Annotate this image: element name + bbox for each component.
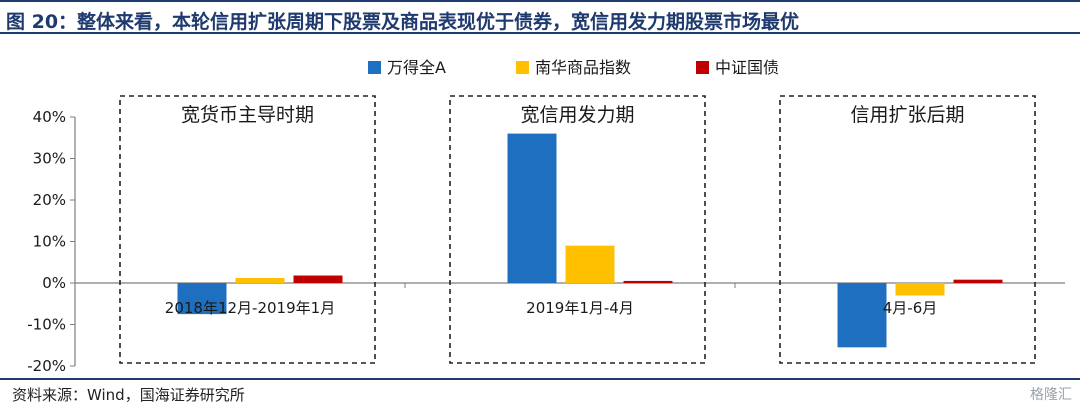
source-divider bbox=[0, 378, 1080, 380]
bar bbox=[953, 279, 1003, 283]
bar bbox=[235, 278, 285, 283]
bar bbox=[293, 275, 343, 283]
watermark-logo: 格隆汇 bbox=[1030, 387, 1072, 403]
y-tick-label: 10% bbox=[33, 233, 66, 251]
bar bbox=[507, 133, 557, 283]
bar bbox=[895, 283, 945, 296]
x-category-label: 2018年12月-2019年1月 bbox=[165, 299, 335, 317]
legend-label: 南华商品指数 bbox=[535, 58, 631, 77]
bar-chart: 40% 30% 20% 10% 0% -10% -20% 宽货币主导时期 宽信用发力期 信用扩张后… bbox=[27, 58, 1065, 375]
period-label: 宽货币主导时期 bbox=[181, 104, 314, 126]
y-tick-label: -10% bbox=[27, 316, 66, 334]
period-label: 宽信用发力期 bbox=[520, 104, 634, 126]
title-bar: 图 20：整体来看，本轮信用扩张周期下股票及商品表现优于债券，宽信用发力期股票市… bbox=[0, 0, 1080, 34]
bar bbox=[837, 283, 887, 348]
bar bbox=[623, 280, 673, 283]
x-category-label: 2019年1月-4月 bbox=[526, 299, 634, 317]
y-tick-label: -20% bbox=[27, 357, 66, 375]
period-label: 信用扩张后期 bbox=[850, 104, 964, 126]
bar bbox=[565, 245, 615, 283]
legend-label: 万得全A bbox=[387, 58, 446, 77]
x-category-label: 4月-6月 bbox=[883, 299, 938, 317]
figure-title: 图 20：整体来看，本轮信用扩张周期下股票及商品表现优于债券，宽信用发力期股票市… bbox=[6, 11, 800, 33]
legend-swatch bbox=[516, 61, 529, 74]
period-box bbox=[449, 95, 706, 364]
period-box bbox=[119, 95, 376, 364]
y-tick-label: 0% bbox=[42, 274, 66, 292]
bar bbox=[177, 283, 227, 315]
source-note: 资料来源：Wind，国海证券研究所 bbox=[12, 386, 245, 404]
legend-swatch bbox=[696, 61, 709, 74]
y-tick-label: 40% bbox=[33, 108, 66, 126]
y-tick-label: 30% bbox=[33, 150, 66, 168]
y-tick-label: 20% bbox=[33, 191, 66, 209]
legend-label: 中证国债 bbox=[715, 58, 779, 77]
legend-swatch bbox=[368, 61, 381, 74]
period-box bbox=[779, 95, 1036, 364]
